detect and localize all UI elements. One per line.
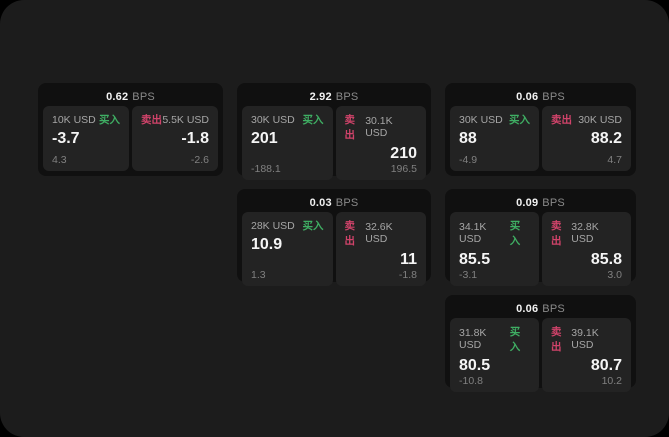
sell-change: 3.0 xyxy=(607,269,622,281)
sell-side-label: 卖出 xyxy=(551,114,572,126)
buy-panel[interactable]: 28K USD 买入 10.9 1.3 xyxy=(242,212,333,286)
sell-panel[interactable]: 卖出 30.1K USD 210 196.5 xyxy=(335,106,426,180)
sell-side-label: 卖出 xyxy=(344,220,356,247)
sell-change: -1.8 xyxy=(398,269,417,281)
buy-change: -10.8 xyxy=(459,375,483,387)
buy-size-label: 30K USD xyxy=(459,113,503,126)
buy-price: 80.5 xyxy=(459,357,491,374)
spread-value: 0.62 xyxy=(106,91,129,103)
quote-card-1: 0.62 BPS 10K USD 买入 -3.7 4.3 卖出 xyxy=(38,83,223,176)
spread-value: 0.06 xyxy=(516,91,539,103)
buy-size-label: 30K USD xyxy=(251,113,295,126)
buy-price: 88 xyxy=(459,130,477,147)
spread-value: 0.06 xyxy=(516,303,539,315)
sell-side-label: 卖出 xyxy=(551,220,562,247)
buy-side-label: 买入 xyxy=(509,220,521,247)
spread-unit: BPS xyxy=(335,197,359,209)
spread-header: 0.06 BPS xyxy=(450,88,631,106)
spread-value: 0.09 xyxy=(516,197,539,209)
sell-panel[interactable]: 卖出 32.6K USD 11 -1.8 xyxy=(335,212,426,286)
buy-price: 10.9 xyxy=(251,236,283,253)
buy-panel[interactable]: 30K USD 买入 88 -4.9 xyxy=(450,106,539,171)
spread-value: 2.92 xyxy=(309,91,332,103)
buy-side-label: 买入 xyxy=(509,114,530,126)
sell-size-label: 32.8K USD xyxy=(571,221,599,245)
spread-value: 0.03 xyxy=(309,197,332,209)
buy-panel[interactable]: 31.8K USD 买入 80.5 -10.8 xyxy=(450,318,539,392)
buy-change: -188.1 xyxy=(251,163,281,175)
quote-card-2: 2.92 BPS 30K USD 买入 201 -188.1 卖出 xyxy=(237,83,431,180)
buy-size-label: 28K USD xyxy=(251,219,295,232)
sell-price: 11 xyxy=(400,251,417,268)
sell-side-label: 卖出 xyxy=(141,114,162,126)
buy-size-label: 31.8K USD xyxy=(459,327,487,351)
buy-panel[interactable]: 34.1K USD 买入 85.5 -3.1 xyxy=(450,212,539,286)
buy-side-label: 买入 xyxy=(509,326,521,353)
spread-unit: BPS xyxy=(542,91,565,103)
buy-panel[interactable]: 30K USD 买入 201 -188.1 xyxy=(242,106,333,180)
quotes-grid: 0.62 BPS 10K USD 买入 -3.7 4.3 卖出 xyxy=(38,83,636,392)
sell-change: 196.5 xyxy=(390,163,417,175)
sell-size-label: 30K USD xyxy=(578,113,622,126)
buy-price: 201 xyxy=(251,130,278,147)
buy-size-label: 34.1K USD xyxy=(459,221,487,245)
sell-price: -1.8 xyxy=(181,130,209,147)
spread-header: 0.06 BPS xyxy=(450,300,631,318)
sell-change: -2.6 xyxy=(190,154,209,166)
buy-size-label: 10K USD xyxy=(52,113,96,126)
spread-header: 0.09 BPS xyxy=(450,194,631,212)
buy-side-label: 买入 xyxy=(302,220,324,232)
sell-panel[interactable]: 卖出 5.5K USD -1.8 -2.6 xyxy=(132,106,218,171)
sell-size-label: 5.5K USD xyxy=(162,113,209,126)
buy-side-label: 买入 xyxy=(99,114,120,126)
spread-header: 0.03 BPS xyxy=(242,194,426,212)
spread-header: 2.92 BPS xyxy=(242,88,426,106)
spread-unit: BPS xyxy=(335,91,359,103)
spread-header: 0.62 BPS xyxy=(43,88,218,106)
buy-change: -3.1 xyxy=(459,269,478,281)
buy-price: -3.7 xyxy=(52,130,80,147)
quote-card-5: 0.09 BPS 34.1K USD 买入 85.5 -3.1 卖出 xyxy=(445,189,636,286)
buy-price: 85.5 xyxy=(459,251,491,268)
quote-card-3: 0.06 BPS 30K USD 买入 88 -4.9 卖出 xyxy=(445,83,636,176)
sell-price: 85.8 xyxy=(590,251,622,268)
buy-side-label: 买入 xyxy=(302,114,324,126)
quote-card-6: 0.06 BPS 31.8K USD 买入 80.5 -10.8 卖出 xyxy=(445,295,636,392)
sell-side-label: 卖出 xyxy=(344,114,356,141)
sell-change: 10.2 xyxy=(601,375,622,387)
buy-panel[interactable]: 10K USD 买入 -3.7 4.3 xyxy=(43,106,129,171)
buy-change: -4.9 xyxy=(459,154,478,166)
spread-unit: BPS xyxy=(132,91,155,103)
sell-side-label: 卖出 xyxy=(551,326,562,353)
sell-price: 88.2 xyxy=(590,130,622,147)
sell-size-label: 32.6K USD xyxy=(365,221,393,245)
spread-unit: BPS xyxy=(542,197,565,209)
sell-price: 210 xyxy=(390,145,417,162)
sell-price: 80.7 xyxy=(590,357,622,374)
sell-size-label: 39.1K USD xyxy=(571,327,599,351)
sell-change: 4.7 xyxy=(607,154,622,166)
buy-change: 4.3 xyxy=(52,154,67,166)
sell-panel[interactable]: 卖出 32.8K USD 85.8 3.0 xyxy=(542,212,631,286)
sell-panel[interactable]: 卖出 30K USD 88.2 4.7 xyxy=(542,106,631,171)
sell-panel[interactable]: 卖出 39.1K USD 80.7 10.2 xyxy=(542,318,631,392)
buy-change: 1.3 xyxy=(251,269,266,281)
spread-unit: BPS xyxy=(542,303,565,315)
quote-card-4: 0.03 BPS 28K USD 买入 10.9 1.3 卖出 xyxy=(237,189,431,286)
sell-size-label: 30.1K USD xyxy=(365,115,393,139)
